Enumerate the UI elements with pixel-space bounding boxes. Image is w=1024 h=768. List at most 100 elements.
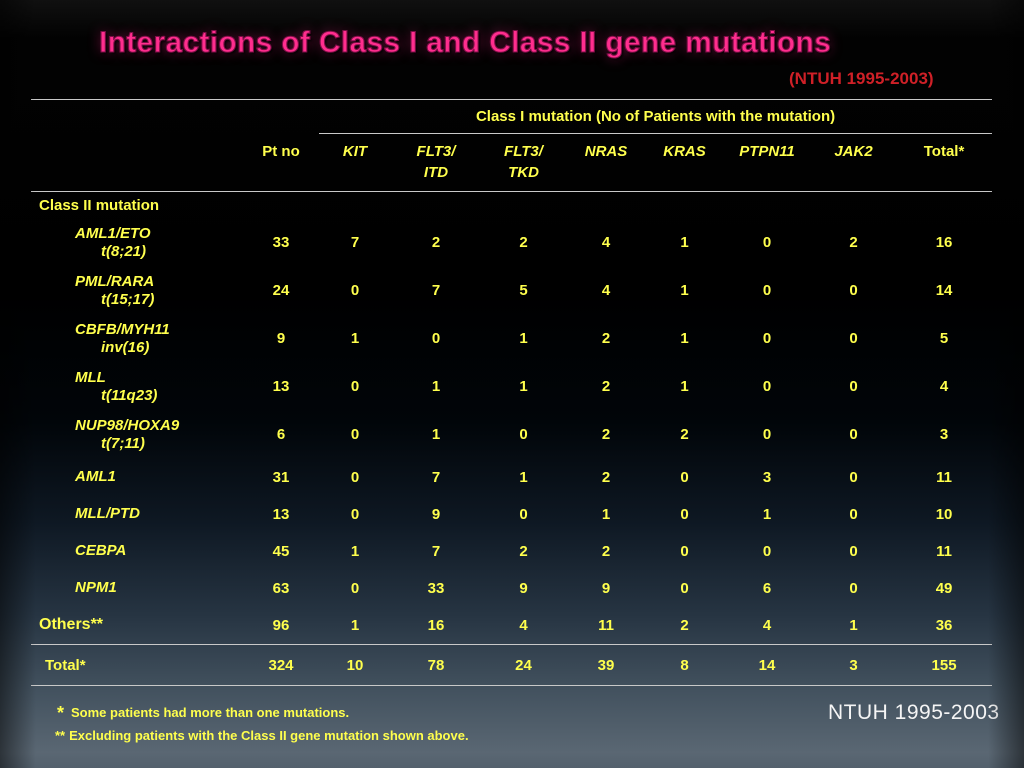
value-cell: 0 (519, 426, 528, 443)
value-cell: 0 (680, 468, 689, 486)
value-cell: 1 (431, 426, 441, 443)
value-cell: 16 (935, 234, 953, 251)
table-row-cbfb-myh11: CBFB/MYH11 inv(16) 9 1 0 1 2 1 0 0 5 (31, 315, 992, 363)
column-header-row: Pt no KIT FLT3/ITD FLT3/TKD NRAS KRAS PT… (31, 133, 993, 192)
gene-sub: t(8;21) (101, 242, 147, 260)
gene-name: Others** (39, 616, 104, 634)
value-cell: 0 (849, 330, 858, 347)
header-line1: NRAS (584, 143, 628, 160)
group-header-row: Class I mutation (No of Patients with th… (31, 99, 993, 134)
footnote-2-star: ** (55, 728, 66, 743)
row-label: AML1 (31, 459, 243, 496)
table-row-mll: MLL t(11q23) 13 0 1 1 2 1 0 0 4 (31, 363, 992, 411)
column-header-kras: KRAS (646, 133, 723, 192)
value-cell: 14 (935, 282, 953, 299)
value-cell: 4 (601, 282, 611, 299)
gene-sub: t(7;11) (101, 434, 145, 452)
value-cell: 1 (431, 378, 441, 395)
pt-cell: 13 (272, 378, 290, 395)
class2-section-label: Class II mutation (39, 196, 160, 214)
row-label: CBFB/MYH11 inv(16) (31, 315, 243, 363)
value-cell: 14 (723, 644, 811, 686)
gene-name: PML/RARA (75, 272, 155, 290)
column-header-kit: KIT (319, 133, 391, 192)
value-cell: 1 (350, 542, 360, 560)
row-label: CEBPA (31, 533, 243, 570)
value-cell: 7 (431, 282, 441, 299)
value-cell: 9 (601, 579, 611, 597)
gene-sub: t(15;17) (101, 290, 155, 308)
table-row-npm1: NPM1 63 0 33 9 9 0 6 0 49 (31, 570, 992, 607)
value-cell: 2 (431, 234, 441, 251)
value-cell: 0 (849, 505, 858, 523)
value-cell: 0 (350, 282, 360, 299)
spacer-cell (31, 133, 243, 192)
value-cell: 0 (350, 468, 360, 486)
column-header-flt3-tkd: FLT3/TKD (481, 133, 566, 192)
row-label: NPM1 (31, 570, 243, 607)
value-cell: 0 (849, 426, 858, 443)
footnote-1: * Some patients had more than one mutatio… (57, 703, 349, 724)
value-cell: 1 (519, 330, 528, 347)
pt-cell: 24 (272, 282, 290, 299)
value-cell: 0 (680, 542, 689, 560)
value-cell: 0 (680, 505, 689, 523)
header-line1: FLT3/ (504, 143, 543, 160)
slide-footer: NTUH 1995-2003 (828, 701, 1000, 724)
value-cell: 2 (680, 426, 689, 443)
header-line1: FLT3/ (416, 143, 456, 160)
value-cell: 1 (601, 505, 611, 523)
value-cell: 1 (680, 234, 689, 251)
value-cell: 7 (350, 234, 360, 251)
value-cell: 0 (849, 282, 858, 299)
header-line1: KRAS (663, 143, 706, 160)
value-cell: 1 (849, 616, 858, 634)
value-cell: 0 (849, 579, 858, 597)
value-cell: 0 (762, 426, 772, 443)
value-cell: 5 (939, 330, 949, 347)
table-row-others: Others** 96 1 16 4 11 2 4 1 36 (31, 607, 992, 645)
pt-cell: 33 (272, 234, 290, 251)
value-cell: 1 (680, 282, 689, 299)
gene-sub: inv(16) (101, 338, 150, 356)
value-cell: 6 (762, 579, 772, 597)
gene-name: NPM1 (75, 579, 117, 596)
table-row-pml-rara: PML/RARA t(15;17) 24 0 7 5 4 1 0 0 14 (31, 267, 992, 315)
footnote-2: ** Excluding patients with the Class II g… (55, 728, 469, 743)
pt-cell: 45 (272, 542, 290, 560)
gene-name: AML1 (75, 468, 116, 485)
value-cell: 4 (601, 234, 611, 251)
value-cell: 9 (431, 505, 441, 523)
table-row-nup98-hoxa9: NUP98/HOXA9 t(7;11) 6 0 1 0 2 2 0 0 3 (31, 411, 992, 459)
value-cell: 0 (762, 330, 772, 347)
gene-name: CBFB/MYH11 (75, 320, 170, 338)
value-cell: 4 (519, 616, 528, 634)
value-cell: 1 (519, 468, 528, 486)
value-cell: 0 (350, 579, 360, 597)
slide-title: Interactions of Class I and Class II gen… (98, 25, 832, 59)
spacer-cell (31, 99, 319, 134)
value-cell: 2 (601, 542, 611, 560)
value-cell: 78 (391, 644, 481, 686)
value-cell: 4 (939, 378, 949, 395)
row-label: PML/RARA t(15;17) (31, 267, 243, 315)
pt-cell: 96 (272, 616, 290, 634)
header-line1: Total* (923, 143, 965, 160)
value-cell: 4 (762, 616, 772, 634)
value-cell: 1 (762, 505, 772, 523)
table-row-total: Total* 324 10 78 24 39 8 14 3 155 (31, 644, 993, 686)
value-cell: 1 (519, 378, 528, 395)
pt-cell: 31 (272, 468, 290, 486)
value-cell: 0 (350, 378, 360, 395)
value-cell: 0 (350, 505, 360, 523)
value-cell: 7 (431, 542, 441, 560)
value-cell: 2 (601, 378, 611, 395)
slide-subtitle: (NTUH 1995-2003) (789, 69, 934, 88)
value-cell: 33 (427, 579, 445, 597)
pt-cell: 324 (243, 644, 319, 686)
row-label: Others** (31, 607, 243, 645)
row-label: MLL t(11q23) (31, 363, 243, 411)
column-header-nras: NRAS (566, 133, 646, 192)
value-cell: 36 (935, 616, 953, 634)
